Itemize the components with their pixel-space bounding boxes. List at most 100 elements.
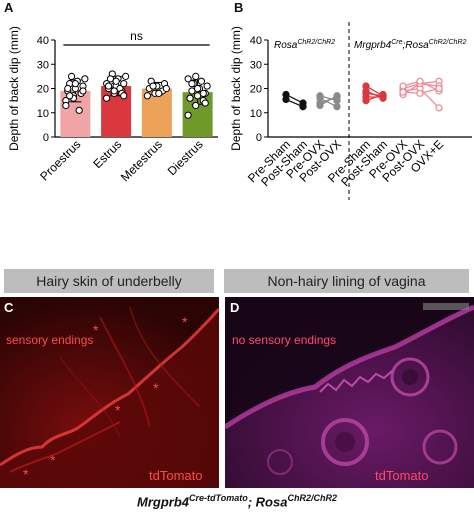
data-point	[362, 96, 370, 105]
data-point	[149, 82, 157, 90]
data-point	[110, 87, 118, 95]
data-point	[435, 84, 443, 93]
caption-gene-superscript: Cre-tdTomato	[189, 493, 248, 503]
group-label-mrgprb4: Mrgprb4Cre;RosaChR2/ChR2	[354, 39, 467, 51]
caption-separator: ;	[247, 494, 256, 510]
data-point	[194, 84, 202, 93]
caption-reporter: Rosa	[255, 494, 288, 510]
y-tick-label: 40	[250, 35, 262, 47]
data-point	[416, 89, 424, 97]
panel-d-header: Non-hairy lining of vagina	[224, 269, 469, 293]
data-point	[435, 104, 443, 112]
panel-letter-a: A	[4, 0, 14, 15]
panel-letter-c: C	[4, 300, 14, 315]
y-tick-label: 30	[37, 59, 49, 71]
data-point	[120, 92, 128, 100]
data-point	[103, 94, 111, 102]
data-point	[379, 94, 387, 102]
panel-a: A 0 10 20 30 40 Depth of back dip (mm) Proestr…	[0, 0, 228, 215]
data-point	[120, 80, 128, 88]
y-tick-label: 0	[43, 132, 49, 144]
y-tick-label: 0	[256, 132, 262, 144]
panel-c-header: Hairy skin of underbelly	[4, 269, 214, 293]
data-point	[316, 94, 324, 102]
data-point	[104, 82, 113, 90]
panel-c-overlay-label: sensory endings	[6, 333, 94, 347]
data-point	[162, 84, 170, 93]
data-point	[66, 92, 74, 100]
data-point	[64, 84, 72, 93]
vaginal-lining-image	[225, 297, 474, 488]
data-point	[75, 106, 83, 114]
data-point	[333, 103, 341, 111]
underbelly-skin-image: * * * * * *	[0, 297, 219, 488]
y-tick-label: 30	[250, 59, 262, 71]
data-point	[106, 75, 115, 83]
data-point	[192, 101, 200, 110]
x-tick-label: Proestrus	[37, 137, 83, 183]
caption-gene: Mrgprb4	[137, 494, 190, 510]
panel-c-micrograph: * * * * * * C sensory endings tdTomato	[0, 297, 219, 488]
group-label-control-main: Rosa	[274, 40, 298, 51]
sensory-ending-marker: *	[153, 380, 159, 396]
data-point	[201, 99, 209, 107]
sensory-ending-marker: *	[50, 452, 56, 468]
data-point	[199, 89, 207, 97]
panel-d-overlay-label: no sensory endings	[232, 333, 337, 347]
sensory-ending-marker: *	[93, 322, 99, 338]
chart-a: 0 10 20 30 40 Depth of back dip (mm) Proestrus…	[7, 26, 218, 184]
y-tick-label: 20	[250, 84, 262, 96]
data-point	[362, 87, 370, 95]
data-point	[186, 94, 194, 102]
data-point	[416, 77, 424, 85]
genotype-caption: Mrgprb4Cre-tdTomato; RosaChR2/ChR2	[0, 493, 474, 509]
data-point	[197, 77, 206, 85]
group-label-control: RosaChR2/ChR2	[274, 39, 335, 51]
y-axis-label: Depth of back dip (mm)	[7, 26, 21, 151]
data-point	[122, 72, 130, 80]
panel-d-marker-label: tdTomato	[375, 468, 429, 483]
group-label-mrgprb4-sup2: ChR2/ChR2	[429, 39, 467, 46]
data-point	[184, 111, 192, 119]
data-point	[143, 92, 151, 100]
panel-c-marker-label: tdTomato	[149, 468, 203, 483]
scale-bar	[423, 303, 469, 310]
panel-letter-b: B	[234, 0, 244, 15]
group-label-control-sup: ChR2/ChR2	[297, 39, 335, 46]
data-point	[71, 80, 79, 88]
group-label-mrgprb4-main: Mrgprb4	[354, 40, 392, 51]
y-tick-label: 40	[37, 35, 49, 47]
y-tick-label: 10	[37, 108, 49, 120]
caption-reporter-superscript: ChR2/ChR2	[287, 493, 337, 503]
data-point	[188, 80, 196, 88]
panel-b: B 0 10 20 30 40 Depth of back dip (mm) RosaChR…	[228, 0, 474, 240]
x-tick-label: Metestrus	[118, 137, 165, 184]
panel-letter-d: D	[230, 300, 240, 315]
x-tick-label: Estrus	[90, 137, 124, 171]
data-point	[192, 72, 200, 80]
data-point	[155, 89, 163, 97]
y-tick-label: 10	[250, 108, 262, 120]
data-point	[184, 75, 192, 83]
sensory-ending-marker: *	[23, 466, 29, 482]
sensory-ending-marker: *	[182, 314, 188, 330]
data-point	[81, 75, 89, 83]
data-point	[333, 92, 341, 100]
data-point	[203, 82, 211, 90]
data-point	[79, 87, 87, 95]
data-point	[399, 88, 407, 96]
sensory-ending-marker: *	[115, 402, 121, 418]
data-point	[399, 82, 407, 90]
data-point	[62, 101, 70, 110]
data-point	[299, 103, 307, 111]
y-tick-label: 20	[37, 84, 49, 96]
group-label-mrgprb4-main2: ;Rosa	[403, 40, 430, 51]
group-label-mrgprb4-sup: Cre	[391, 39, 402, 46]
significance-label: ns	[130, 29, 143, 43]
panel-d-micrograph: D no sensory endings tdTomato	[225, 297, 474, 488]
data-point	[67, 72, 76, 80]
data-point	[316, 101, 324, 110]
y-axis-label: Depth of back dip (mm)	[229, 26, 243, 151]
x-tick-label: Diestrus	[165, 137, 206, 178]
